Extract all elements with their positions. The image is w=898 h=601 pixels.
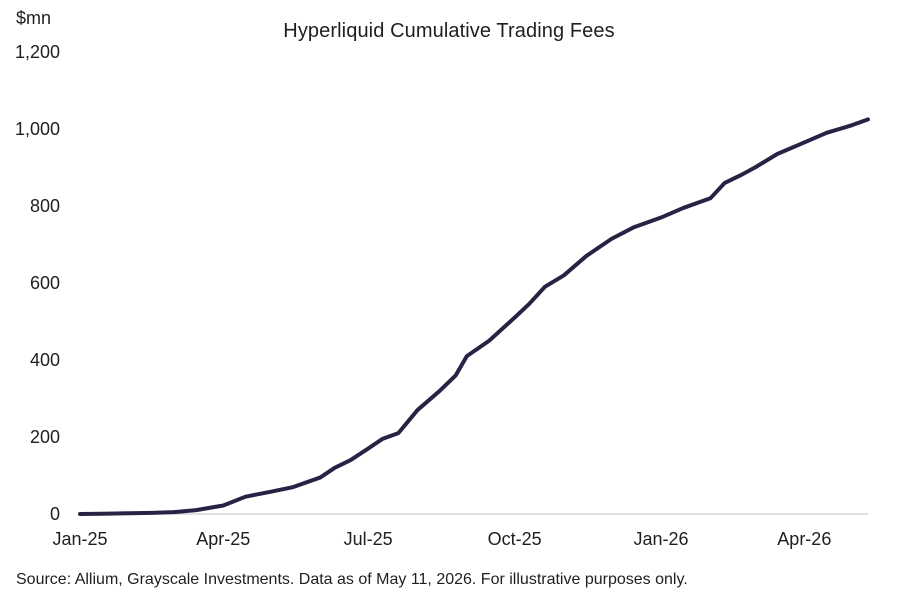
- x-axis-ticks: Jan-25 Apr-25 Jul-25 Oct-25 Jan-26 Apr-26: [52, 529, 831, 549]
- x-tick-label: Jul-25: [344, 529, 393, 549]
- x-tick-label: Apr-26: [777, 529, 831, 549]
- y-tick-label: 1,200: [15, 42, 60, 62]
- y-axis-ticks: 0 200 400 600 800 1,000 1,200: [15, 42, 60, 524]
- y-tick-label: 800: [30, 196, 60, 216]
- series-group: [78, 117, 870, 516]
- series-line: [78, 117, 870, 516]
- y-axis-unit-label: $mn: [16, 8, 52, 28]
- y-tick-label: 600: [30, 273, 60, 293]
- x-tick-label: Oct-25: [488, 529, 542, 549]
- chart-title: Hyperliquid Cumulative Trading Fees: [283, 20, 615, 42]
- x-tick-label: Jan-25: [52, 529, 107, 549]
- y-tick-label: 1,000: [15, 119, 60, 139]
- x-tick-label: Apr-25: [196, 529, 250, 549]
- y-tick-label: 0: [50, 504, 60, 524]
- y-tick-label: 200: [30, 427, 60, 447]
- x-tick-label: Jan-26: [634, 529, 689, 549]
- y-tick-label: 400: [30, 350, 60, 370]
- source-note: Source: Allium, Grayscale Investments. D…: [16, 571, 688, 588]
